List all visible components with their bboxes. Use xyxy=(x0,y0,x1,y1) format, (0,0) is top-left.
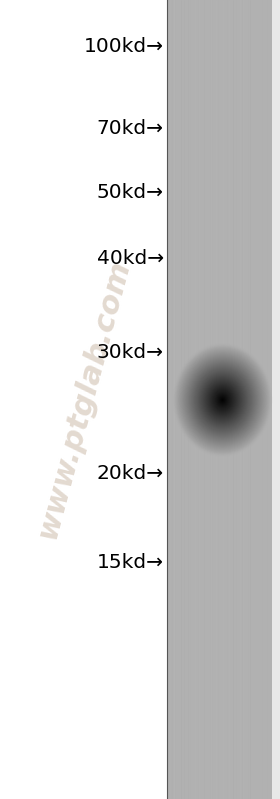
Ellipse shape xyxy=(192,365,253,435)
Ellipse shape xyxy=(175,345,270,455)
Ellipse shape xyxy=(197,372,248,429)
Ellipse shape xyxy=(202,377,243,423)
Ellipse shape xyxy=(184,356,261,444)
Ellipse shape xyxy=(213,389,232,411)
Ellipse shape xyxy=(222,399,223,401)
Bar xyxy=(0,0,167,799)
Ellipse shape xyxy=(211,387,234,413)
Ellipse shape xyxy=(207,382,239,418)
Ellipse shape xyxy=(187,360,258,440)
Ellipse shape xyxy=(218,394,228,406)
Ellipse shape xyxy=(218,396,227,405)
Ellipse shape xyxy=(174,344,271,455)
Ellipse shape xyxy=(203,378,242,422)
Ellipse shape xyxy=(221,398,224,402)
Ellipse shape xyxy=(179,350,266,450)
Text: 70kd→: 70kd→ xyxy=(97,118,164,137)
Ellipse shape xyxy=(193,367,252,434)
Ellipse shape xyxy=(177,348,268,452)
Ellipse shape xyxy=(199,373,246,427)
Ellipse shape xyxy=(173,344,272,457)
Ellipse shape xyxy=(207,383,238,417)
Text: 50kd→: 50kd→ xyxy=(97,184,164,202)
Ellipse shape xyxy=(176,348,269,453)
Text: 15kd→: 15kd→ xyxy=(97,554,164,573)
Ellipse shape xyxy=(182,354,263,446)
Ellipse shape xyxy=(205,380,240,420)
Ellipse shape xyxy=(194,368,251,432)
Ellipse shape xyxy=(215,392,230,408)
Ellipse shape xyxy=(191,364,255,436)
Ellipse shape xyxy=(209,384,236,415)
Text: www.ptglab.com: www.ptglab.com xyxy=(33,256,135,543)
Ellipse shape xyxy=(195,368,250,431)
Bar xyxy=(272,0,280,799)
Text: 30kd→: 30kd→ xyxy=(97,343,164,361)
Ellipse shape xyxy=(213,388,233,411)
Ellipse shape xyxy=(181,353,264,447)
Ellipse shape xyxy=(220,397,225,403)
Ellipse shape xyxy=(210,386,235,415)
Ellipse shape xyxy=(198,372,247,427)
Text: 40kd→: 40kd→ xyxy=(97,248,164,268)
Ellipse shape xyxy=(188,360,257,439)
Ellipse shape xyxy=(183,355,262,445)
Ellipse shape xyxy=(208,384,237,416)
Ellipse shape xyxy=(197,370,249,430)
Ellipse shape xyxy=(216,392,229,407)
Ellipse shape xyxy=(178,349,267,451)
Bar xyxy=(167,0,272,799)
Ellipse shape xyxy=(181,352,265,448)
Ellipse shape xyxy=(206,381,239,419)
Ellipse shape xyxy=(186,359,259,441)
Ellipse shape xyxy=(212,388,234,412)
Ellipse shape xyxy=(176,346,270,454)
Ellipse shape xyxy=(200,374,245,426)
Ellipse shape xyxy=(189,362,256,439)
Ellipse shape xyxy=(201,375,244,425)
Ellipse shape xyxy=(219,396,226,403)
Ellipse shape xyxy=(217,393,228,407)
Ellipse shape xyxy=(186,358,260,442)
Ellipse shape xyxy=(202,376,244,424)
Ellipse shape xyxy=(192,364,254,435)
Text: 20kd→: 20kd→ xyxy=(97,463,164,483)
Ellipse shape xyxy=(204,379,241,421)
Ellipse shape xyxy=(185,357,260,443)
Ellipse shape xyxy=(196,369,249,431)
Ellipse shape xyxy=(214,391,231,410)
Text: 100kd→: 100kd→ xyxy=(84,38,164,57)
Ellipse shape xyxy=(180,351,265,449)
Ellipse shape xyxy=(190,363,255,437)
